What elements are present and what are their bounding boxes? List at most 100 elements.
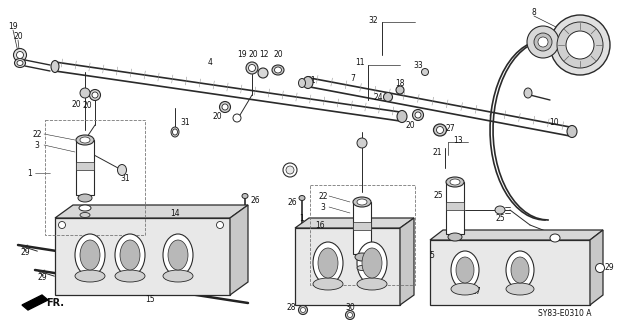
Text: 31: 31 [180,117,190,126]
Ellipse shape [248,65,255,71]
Text: 5: 5 [478,260,482,269]
Ellipse shape [397,110,407,123]
Ellipse shape [550,234,560,242]
Bar [446,182,464,234]
Polygon shape [55,205,248,218]
Text: 23: 23 [64,221,74,230]
Ellipse shape [217,221,224,228]
Text: 22: 22 [318,191,328,201]
Text: 20: 20 [248,50,258,59]
Bar [353,202,371,254]
Text: 26: 26 [287,197,297,206]
Text: 11: 11 [355,58,365,67]
Text: 19: 19 [237,50,247,59]
Ellipse shape [79,205,91,211]
Text: 2: 2 [67,211,71,220]
Text: 26: 26 [250,196,260,204]
Ellipse shape [163,234,193,276]
Ellipse shape [303,76,313,89]
Ellipse shape [413,109,424,121]
Ellipse shape [511,257,529,283]
Ellipse shape [506,283,534,295]
Ellipse shape [353,197,371,207]
Ellipse shape [80,240,100,270]
Ellipse shape [450,179,460,185]
Text: 14: 14 [170,209,180,218]
Ellipse shape [220,101,231,113]
Ellipse shape [415,112,421,118]
Text: 12: 12 [259,50,269,59]
Ellipse shape [451,251,479,289]
Ellipse shape [83,144,91,152]
Text: 6: 6 [555,241,561,250]
Circle shape [527,26,559,58]
Ellipse shape [422,68,429,76]
Circle shape [534,33,552,51]
Ellipse shape [92,92,98,98]
Ellipse shape [596,263,605,273]
Ellipse shape [246,62,258,74]
Circle shape [566,31,594,59]
Ellipse shape [451,283,479,295]
Text: 17: 17 [471,287,481,297]
Ellipse shape [524,88,532,98]
Ellipse shape [75,234,105,276]
Text: 30: 30 [345,303,355,313]
Ellipse shape [13,49,27,61]
Polygon shape [430,240,590,305]
Ellipse shape [383,92,392,101]
Ellipse shape [355,253,369,261]
Ellipse shape [301,308,306,313]
Ellipse shape [313,242,343,284]
Ellipse shape [357,138,367,148]
Ellipse shape [75,270,105,282]
Text: FR.: FR. [46,298,64,308]
Text: 25: 25 [433,190,443,199]
Text: 16: 16 [315,220,325,229]
Ellipse shape [59,221,66,228]
Ellipse shape [117,164,127,175]
Text: 20: 20 [71,100,81,108]
Ellipse shape [345,310,355,319]
Text: 20: 20 [212,111,222,121]
Bar [45,120,145,235]
Circle shape [550,15,610,75]
Text: 3: 3 [320,203,326,212]
Text: 24: 24 [373,92,383,101]
Ellipse shape [17,52,24,59]
Ellipse shape [115,234,145,276]
Ellipse shape [283,163,297,177]
Ellipse shape [446,177,464,187]
Text: 4: 4 [208,58,212,67]
Text: 25: 25 [495,213,505,222]
Circle shape [557,22,603,68]
Ellipse shape [299,196,305,201]
Ellipse shape [357,266,367,270]
Circle shape [538,37,548,47]
Polygon shape [400,218,414,305]
Ellipse shape [90,90,101,100]
Ellipse shape [299,78,306,87]
Polygon shape [590,230,603,305]
Text: 8: 8 [532,7,536,17]
Polygon shape [295,218,414,228]
Text: 20: 20 [13,31,23,41]
Ellipse shape [80,212,90,218]
Text: 1: 1 [27,169,32,178]
Ellipse shape [448,233,462,241]
Text: 20: 20 [82,100,92,109]
Text: 28: 28 [286,303,296,313]
Ellipse shape [567,125,577,138]
Bar [353,222,371,230]
Text: 7: 7 [350,74,355,83]
Text: 31: 31 [306,76,316,84]
Ellipse shape [222,104,228,110]
Ellipse shape [80,137,90,143]
Text: 29: 29 [20,247,30,257]
Ellipse shape [272,65,284,75]
Ellipse shape [357,278,387,290]
Text: 13: 13 [453,135,463,145]
Ellipse shape [15,59,25,68]
Text: SY83-E0310 A: SY83-E0310 A [538,308,592,317]
Polygon shape [295,228,400,305]
